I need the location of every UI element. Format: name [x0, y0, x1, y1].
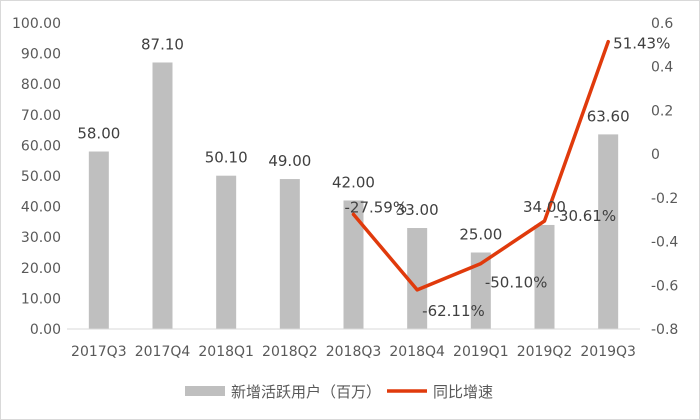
- bar-data-label: 42.00: [332, 173, 375, 191]
- bar-series: [88, 62, 619, 329]
- y-right-tick-label: -0.8: [651, 322, 678, 338]
- y-left-tick-label: 100.00: [12, 16, 61, 32]
- line-data-label: -30.61%: [554, 207, 617, 225]
- bar: [534, 224, 555, 329]
- line-point: [352, 212, 355, 216]
- x-tick-label: 2019Q3: [580, 344, 636, 360]
- legend-bar-swatch: [185, 386, 225, 396]
- bar: [279, 179, 300, 329]
- x-tick-label: 2019Q1: [453, 344, 509, 360]
- bar: [470, 252, 491, 329]
- bar-data-label: 49.00: [268, 152, 311, 170]
- right-axis: -0.8 -0.6 -0.4 -0.2 0 0.2 0.4 0.6: [651, 16, 678, 338]
- y-right-tick-label: -0.6: [651, 278, 678, 294]
- x-tick-label: 2018Q1: [198, 344, 254, 360]
- x-tick-label: 2017Q3: [71, 344, 127, 360]
- line-data-label: -62.11%: [422, 302, 485, 320]
- bar-data-label: 25.00: [459, 226, 502, 244]
- y-right-tick-label: 0.4: [651, 60, 673, 76]
- y-left-tick-label: 10.00: [21, 291, 61, 307]
- y-right-tick-label: 0: [651, 147, 660, 163]
- x-tick-label: 2018Q2: [262, 344, 318, 360]
- line-data-label: 51.43%: [613, 35, 670, 53]
- y-left-tick-label: 20.00: [21, 261, 61, 277]
- bar-data-label: 87.10: [141, 35, 184, 53]
- line-point: [543, 219, 546, 223]
- bar-data-label: 50.10: [205, 149, 248, 167]
- bar-data-label: 63.60: [587, 107, 630, 125]
- bar: [216, 175, 237, 329]
- x-axis: 2017Q3 2017Q4 2018Q1 2018Q2 2018Q3 2018Q4 2019…: [71, 344, 636, 360]
- y-left-tick-label: 50.00: [21, 169, 61, 185]
- line-point: [479, 262, 483, 266]
- line-point: [415, 288, 419, 292]
- bar-data-label: 58.00: [77, 125, 120, 143]
- y-left-tick-label: 40.00: [21, 200, 61, 216]
- bar: [152, 62, 173, 329]
- y-left-tick-label: 0.00: [30, 322, 61, 338]
- x-tick-label: 2017Q4: [135, 344, 191, 360]
- y-left-tick-label: 90.00: [21, 47, 61, 63]
- legend-bar-label: 新增活跃用户（百万）: [231, 383, 381, 401]
- y-left-tick-label: 30.00: [21, 230, 61, 246]
- line-data-label: -50.10%: [485, 274, 548, 292]
- legend-line-label: 同比增速: [433, 383, 493, 401]
- left-axis: 0.00 10.00 20.00 30.00 40.00 50.00 60.00 70.00 8…: [12, 16, 61, 338]
- y-left-tick-label: 80.00: [21, 77, 61, 93]
- y-left-tick-label: 70.00: [21, 108, 61, 124]
- bar-data-labels: 58.00 87.10 50.10 49.00 42.00 33.00 25.00 34.00…: [77, 35, 629, 243]
- line-data-labels: -27.59% -62.11%-50.10% -30.61% 51.43%: [345, 35, 671, 320]
- line-data-label: -27.59%: [345, 198, 408, 216]
- bar-data-label: 34.00: [523, 198, 566, 216]
- x-tick-label: 2018Q4: [389, 344, 445, 360]
- y-right-tick-label: 0.2: [651, 103, 673, 119]
- y-right-tick-label: -0.4: [651, 235, 678, 251]
- y-right-tick-label: -0.2: [651, 191, 678, 207]
- line-series: [351, 39, 610, 292]
- x-tick-label: 2018Q3: [326, 344, 382, 360]
- y-left-tick-label: 60.00: [21, 138, 61, 154]
- bar: [598, 134, 619, 329]
- line-point: [606, 40, 610, 44]
- legend: 新增活跃用户（百万） 同比增速: [185, 383, 493, 401]
- y-right-tick-label: 0.6: [651, 16, 673, 32]
- bar: [88, 151, 109, 329]
- bar: [343, 200, 364, 329]
- bar-data-label: 33.00: [396, 201, 439, 219]
- bar: [407, 228, 428, 329]
- x-tick-label: 2019Q2: [517, 344, 573, 360]
